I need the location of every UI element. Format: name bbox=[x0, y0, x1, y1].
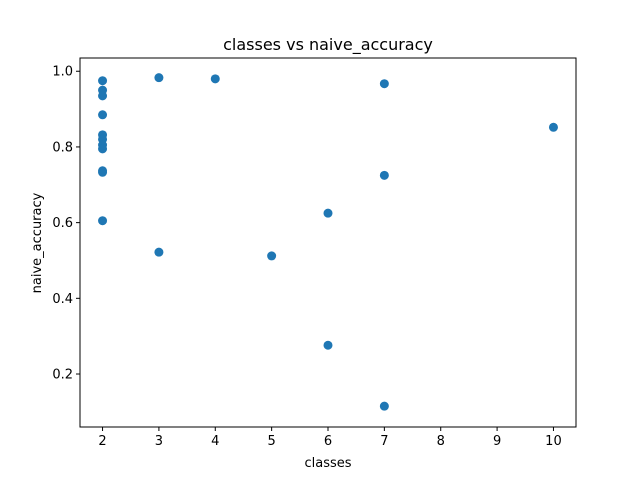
scatter-point bbox=[98, 167, 108, 177]
scatter-point bbox=[98, 76, 108, 86]
scatter-point bbox=[548, 122, 558, 132]
y-tick-label: 1.0 bbox=[52, 65, 73, 80]
x-tick-label: 2 bbox=[98, 434, 106, 449]
y-tick-label: 0.4 bbox=[52, 292, 73, 307]
scatter-point bbox=[154, 247, 164, 257]
scatter-point bbox=[98, 110, 108, 120]
x-tick-label: 4 bbox=[211, 434, 219, 449]
scatter-point bbox=[98, 216, 108, 226]
x-axis-label: classes bbox=[304, 456, 351, 471]
scatter-point bbox=[267, 251, 277, 261]
chart-title: classes vs naive_accuracy bbox=[223, 35, 433, 55]
y-tick-label: 0.2 bbox=[52, 368, 73, 383]
x-tick-label: 6 bbox=[324, 434, 332, 449]
x-tick-label: 9 bbox=[493, 434, 501, 449]
y-tick-label: 0.6 bbox=[52, 216, 73, 231]
y-tick-label: 0.8 bbox=[52, 140, 73, 155]
scatter-point bbox=[379, 401, 389, 411]
scatter-point bbox=[323, 340, 333, 350]
scatter-point bbox=[379, 170, 389, 180]
plot-area: 2 3 4 5 6 7 8 9 10 0.2 0.4 0.6 0.8 1.0 bbox=[52, 65, 561, 449]
scatter-point bbox=[379, 79, 389, 89]
plot-frame bbox=[79, 57, 577, 428]
scatter-point bbox=[154, 73, 164, 83]
scatter-point bbox=[323, 208, 333, 218]
y-axis-label: naive_accuracy bbox=[30, 192, 45, 293]
x-tick-label: 7 bbox=[380, 434, 388, 449]
scatter-point bbox=[210, 74, 220, 84]
scatter-point bbox=[98, 91, 108, 101]
x-tick-label: 5 bbox=[267, 434, 275, 449]
scatter-point bbox=[98, 144, 108, 154]
x-tick-label: 8 bbox=[437, 434, 445, 449]
x-tick-label: 10 bbox=[545, 434, 562, 449]
x-tick-label: 3 bbox=[155, 434, 163, 449]
